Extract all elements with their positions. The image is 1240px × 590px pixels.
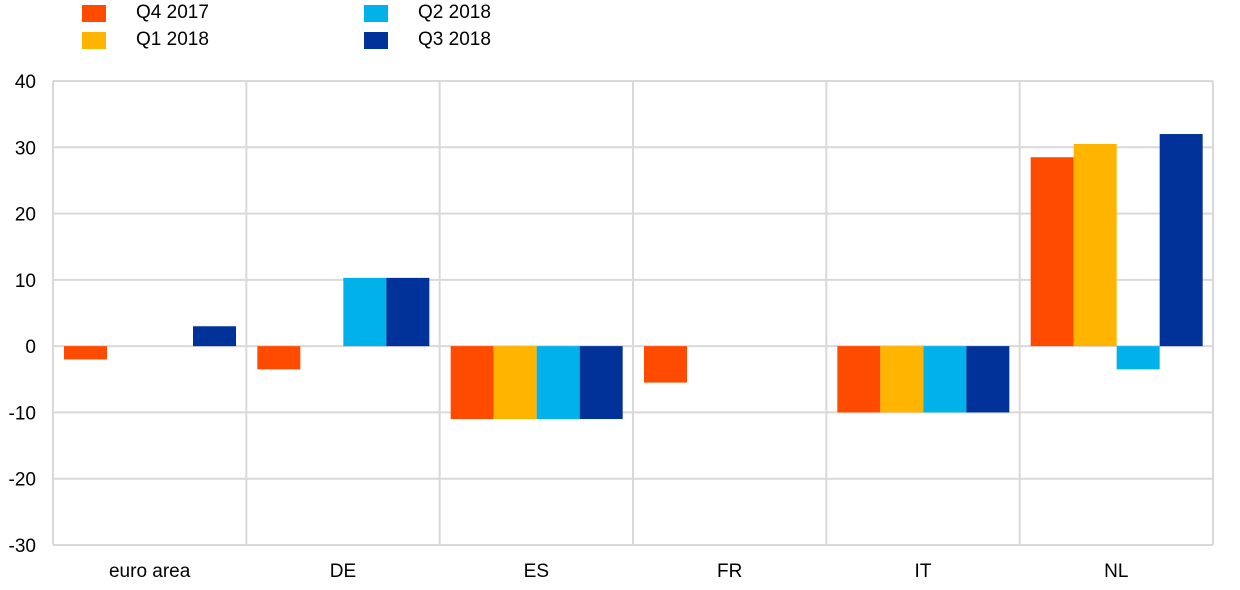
bar [1073, 143, 1117, 347]
y-tick-label: 40 [15, 72, 36, 93]
y-tick-label: 30 [15, 138, 36, 159]
legend-label: Q4 2017 [136, 2, 209, 23]
y-tick-label: 20 [15, 205, 36, 226]
legend-swatch [82, 31, 106, 49]
legend-swatch [364, 4, 388, 22]
legend-label: Q1 2018 [136, 29, 209, 50]
bar [837, 346, 881, 413]
bar [64, 346, 107, 360]
x-tick-label: DE [330, 561, 356, 582]
axes: 40 30 20 10 0 -10 -20 -30 euro area DE ES FR IT NL [9, 72, 1129, 582]
bar [450, 346, 494, 420]
legend-item-q3-2018: Q3 2018 [364, 28, 491, 52]
x-tick-label: NL [1104, 561, 1128, 582]
bar [536, 346, 580, 420]
bar [257, 346, 301, 370]
x-tick-label: FR [717, 561, 742, 582]
y-tick-label: -30 [9, 536, 36, 557]
bar [343, 277, 387, 347]
bar [923, 346, 967, 413]
y-tick-label: 10 [15, 271, 36, 292]
bar [193, 326, 236, 347]
x-tick-label: ES [524, 561, 549, 582]
legend-swatch [364, 31, 388, 49]
bars [64, 134, 1203, 420]
bar [1030, 157, 1074, 347]
x-tick-label: euro area [109, 561, 191, 582]
bar [644, 346, 687, 383]
bar [1116, 346, 1160, 370]
x-tick-label: IT [915, 561, 932, 582]
legend-label: Q2 2018 [418, 2, 491, 23]
legend-item-q4-2017: Q4 2017 [82, 1, 209, 25]
bar [1159, 134, 1203, 347]
y-tick-label: -10 [9, 403, 36, 424]
bar [880, 346, 924, 413]
legend-swatch [82, 4, 106, 22]
y-tick-label: 0 [25, 337, 36, 358]
legend: Q4 2017 Q1 2018 Q2 2018 Q3 2018 [0, 0, 1240, 60]
bar [579, 346, 623, 420]
y-tick-label: -20 [9, 470, 36, 491]
bar [493, 346, 537, 420]
legend-item-q1-2018: Q1 2018 [82, 28, 209, 52]
grid [52, 80, 1214, 546]
legend-item-q2-2018: Q2 2018 [364, 1, 491, 25]
legend-label: Q3 2018 [418, 29, 491, 50]
bar [386, 277, 430, 347]
bar [966, 346, 1010, 413]
